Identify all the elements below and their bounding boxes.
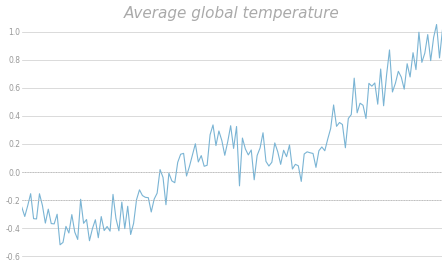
Title: Average global temperature: Average global temperature <box>124 6 340 20</box>
